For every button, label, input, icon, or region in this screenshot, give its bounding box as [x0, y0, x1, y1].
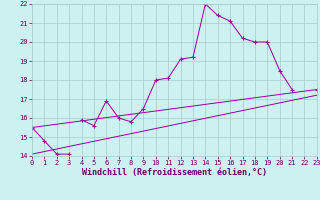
X-axis label: Windchill (Refroidissement éolien,°C): Windchill (Refroidissement éolien,°C): [82, 168, 267, 177]
